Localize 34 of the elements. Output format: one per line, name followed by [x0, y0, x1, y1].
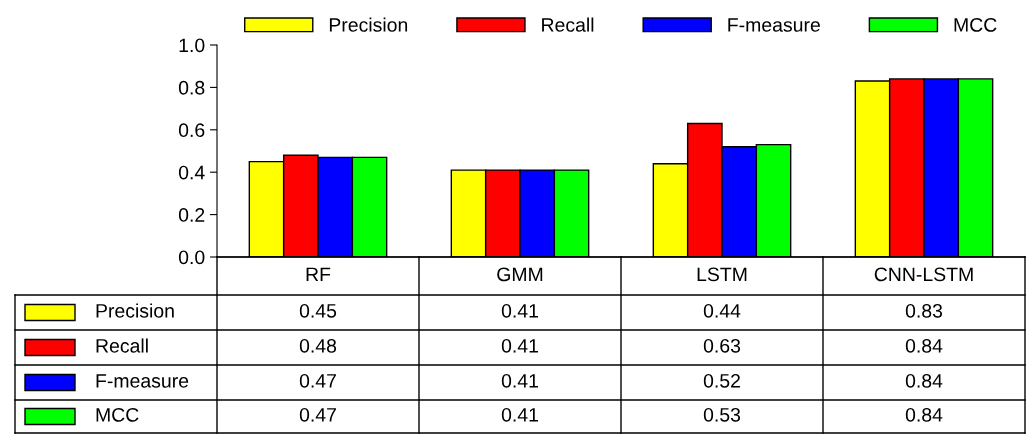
data-label: 0.84: [905, 338, 943, 353]
data-label: 0.63: [703, 338, 741, 353]
y-tick-label: 0.0: [178, 250, 205, 265]
data-label: 0.45: [299, 303, 337, 318]
legend-label: F-measure: [728, 18, 820, 32]
data-label: 0.84: [905, 407, 943, 422]
y-tick-label: 0.8: [178, 80, 205, 95]
legend-label: MCC: [954, 18, 997, 32]
x-tick-label: RF: [306, 267, 331, 282]
y-tick-label: 0.2: [178, 208, 205, 222]
data-label: 0.41: [501, 303, 538, 318]
data-label: 0.47: [299, 373, 336, 388]
y-tick-label: 0.4: [178, 165, 205, 180]
x-tick-label: LSTM: [697, 267, 747, 282]
data-label: 0.41: [501, 407, 538, 422]
data-label: 0.53: [703, 407, 741, 422]
data-label: 0.48: [299, 338, 337, 353]
data-label: 0.44: [703, 303, 741, 318]
text: Precision: [96, 303, 174, 318]
data-label: 0.83: [905, 303, 943, 318]
text: Recall: [96, 338, 148, 353]
legend-label: Precision: [329, 17, 408, 32]
x-tick-label: GMM: [497, 267, 543, 282]
data-label: 0.84: [905, 373, 943, 388]
y-tick-label: 1.0: [179, 38, 205, 53]
data-label: 0.41: [501, 338, 538, 353]
text: MCC: [96, 407, 139, 422]
y-tick-label: 0.6: [178, 123, 205, 138]
data-label: 0.47: [299, 407, 336, 422]
x-tick-label: CNN-LSTM: [874, 267, 973, 282]
data-label: 0.52: [703, 373, 740, 388]
text: F-measure: [96, 374, 189, 388]
legend-label: Recall: [542, 17, 594, 32]
data-label: 0.41: [501, 373, 538, 388]
